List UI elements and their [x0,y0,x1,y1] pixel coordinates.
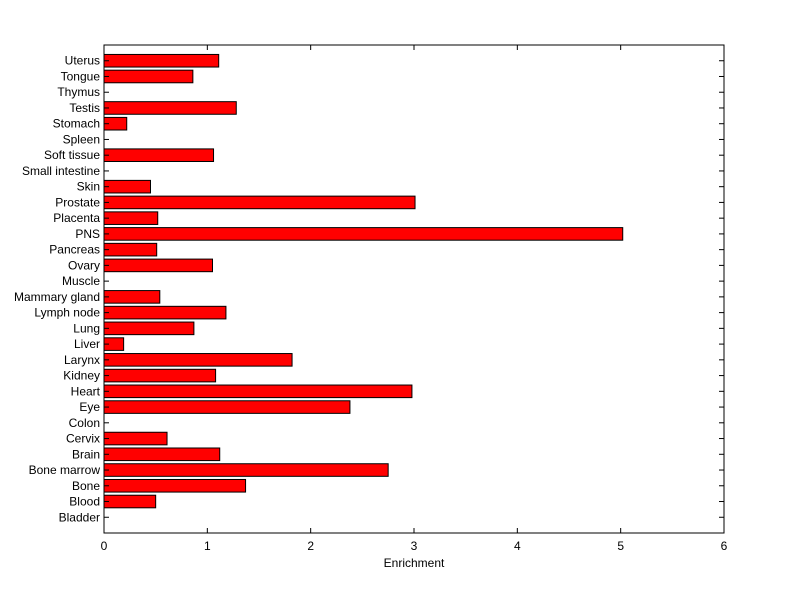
y-tick-label: Thymus [57,85,100,99]
y-tick-label: Bladder [59,510,100,524]
x-tick-label: 0 [101,539,108,553]
bars-group [103,53,624,509]
bar-ovary [103,258,213,273]
y-tick-label: Placenta [53,211,100,225]
bar-eye [103,400,351,414]
y-tick-label: Bone [72,479,100,493]
y-tick-label: Heart [71,384,101,398]
bar-blood [103,494,157,509]
bar-lymph-node [103,305,227,320]
y-tick-label: Kidney [63,369,100,383]
x-ticks-group: 0 1 2 3 4 5 6 [101,45,728,553]
bar-placenta [103,211,159,225]
x-tick-label: 5 [617,539,624,553]
bar-prostate [103,195,416,210]
y-tick-label: Uterus [65,54,100,68]
y-tick-label: Bone marrow [29,463,101,477]
x-tick-label: 1 [204,539,211,553]
bar-pns [103,227,624,241]
y-tick-label: Brain [72,447,100,461]
y-tick-label: Eye [79,400,100,414]
y-tick-label: Spleen [63,132,100,146]
y-tick-label: Blood [69,495,100,509]
bar-soft-tissue [103,148,215,162]
bar-uterus [103,53,220,68]
bar-tongue [103,69,194,84]
x-axis-label: Enrichment [384,556,445,570]
bar-pancreas [103,242,158,257]
bar-larynx [103,353,293,367]
y-tick-label: PNS [75,227,100,241]
x-tick-label: 4 [514,539,521,553]
y-tick-label: Colon [69,416,100,430]
y-tick-label: Ovary [68,258,100,272]
y-tick-label: Testis [69,101,100,115]
bar-brain [103,447,221,462]
bar-mammary-gland [103,290,161,304]
bar-cervix [103,431,168,446]
y-tick-label: Stomach [53,117,100,131]
y-tick-label: Small intestine [22,164,100,178]
y-tick-label: Pancreas [49,243,100,257]
x-tick-label: 2 [307,539,314,553]
y-tick-label: Lymph node [34,306,100,320]
bar-heart [103,384,413,399]
bar-testis [103,101,237,115]
bar-bone-marrow [103,463,389,477]
bar-kidney [103,368,217,383]
y-tick-label: Skin [77,180,100,194]
bar-lung [103,321,195,336]
y-tick-label: Prostate [55,195,100,209]
x-tick-label: 6 [721,539,728,553]
bar-bone [103,478,247,493]
y-tick-label: Tongue [61,69,101,83]
y-tick-label: Lung [73,321,100,335]
bar-skin [103,179,151,194]
y-tick-label: Mammary gland [14,290,100,304]
y-tick-label: Cervix [66,432,100,446]
y-tick-label: Liver [74,337,100,351]
y-tick-label: Soft tissue [44,148,100,162]
y-tick-label: Larynx [64,353,100,367]
y-tick-label: Muscle [62,274,100,288]
x-tick-label: 3 [411,539,418,553]
